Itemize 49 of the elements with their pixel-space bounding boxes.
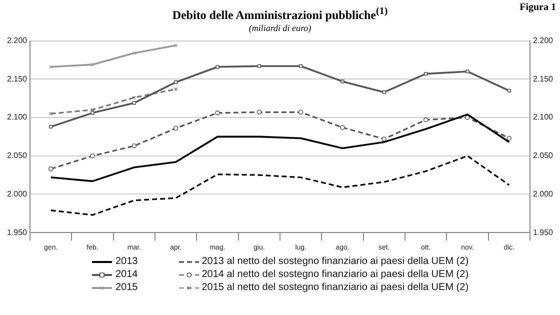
point bbox=[256, 110, 262, 115]
chart-subtitle: (miliardi di euro) bbox=[248, 23, 312, 33]
y2-tick-label: 1.950 bbox=[532, 228, 554, 237]
legend-label: 2013 al netto del sostegno finanziario ai paesi della UEM (2) bbox=[202, 256, 469, 267]
point bbox=[174, 80, 178, 84]
point bbox=[90, 153, 95, 158]
text: Figura 1 bbox=[520, 2, 556, 13]
y-tick-label: 2.200 bbox=[6, 36, 28, 46]
point bbox=[298, 110, 304, 115]
legend-label: 2014 bbox=[115, 269, 138, 280]
point bbox=[507, 88, 511, 92]
point bbox=[215, 110, 220, 116]
point bbox=[216, 65, 220, 69]
point bbox=[340, 80, 344, 84]
point bbox=[257, 64, 261, 68]
y2-tick-label: 2.100 bbox=[532, 112, 554, 122]
point bbox=[465, 115, 470, 120]
point bbox=[132, 144, 137, 148]
point bbox=[49, 112, 53, 116]
y2-tick-label: 2.150 bbox=[532, 74, 554, 84]
y2-tick-label: 2.200 bbox=[532, 36, 554, 46]
line-series bbox=[50, 155, 510, 216]
point bbox=[48, 166, 54, 172]
chart-title: Debito delle Amministrazioni pubbliche$^{(1)}$ bbox=[172, 6, 388, 22]
point bbox=[49, 124, 53, 129]
legend-label: 2013 bbox=[115, 256, 138, 267]
point bbox=[299, 64, 303, 68]
y-tick-label: 2.050 bbox=[6, 151, 28, 160]
legend-label: 2015 bbox=[115, 282, 138, 293]
point bbox=[90, 62, 94, 66]
point bbox=[132, 101, 136, 105]
point bbox=[506, 136, 512, 141]
point bbox=[382, 90, 386, 94]
y2-tick-label: 2.000 bbox=[532, 189, 554, 198]
point bbox=[173, 126, 178, 131]
y2-tick-label: 2.050 bbox=[532, 151, 554, 160]
point bbox=[90, 111, 94, 115]
y-tick-label: 1.950 bbox=[6, 228, 28, 237]
y-tick-label: 2.000 bbox=[6, 189, 28, 198]
point bbox=[424, 72, 428, 76]
point bbox=[423, 117, 428, 122]
point bbox=[382, 136, 387, 142]
point bbox=[340, 125, 345, 130]
y-tick-label: 2.150 bbox=[6, 74, 28, 84]
legend-label: 2015 al netto del sostegno finanziario ai paesi della UEM (2) bbox=[202, 282, 469, 293]
point bbox=[174, 87, 178, 91]
point bbox=[466, 70, 470, 74]
y-tick-label: 2.100 bbox=[6, 112, 28, 122]
legend-label: 2014 al netto del sostegno finanziario ai paesi della UEM (2) bbox=[202, 269, 469, 280]
